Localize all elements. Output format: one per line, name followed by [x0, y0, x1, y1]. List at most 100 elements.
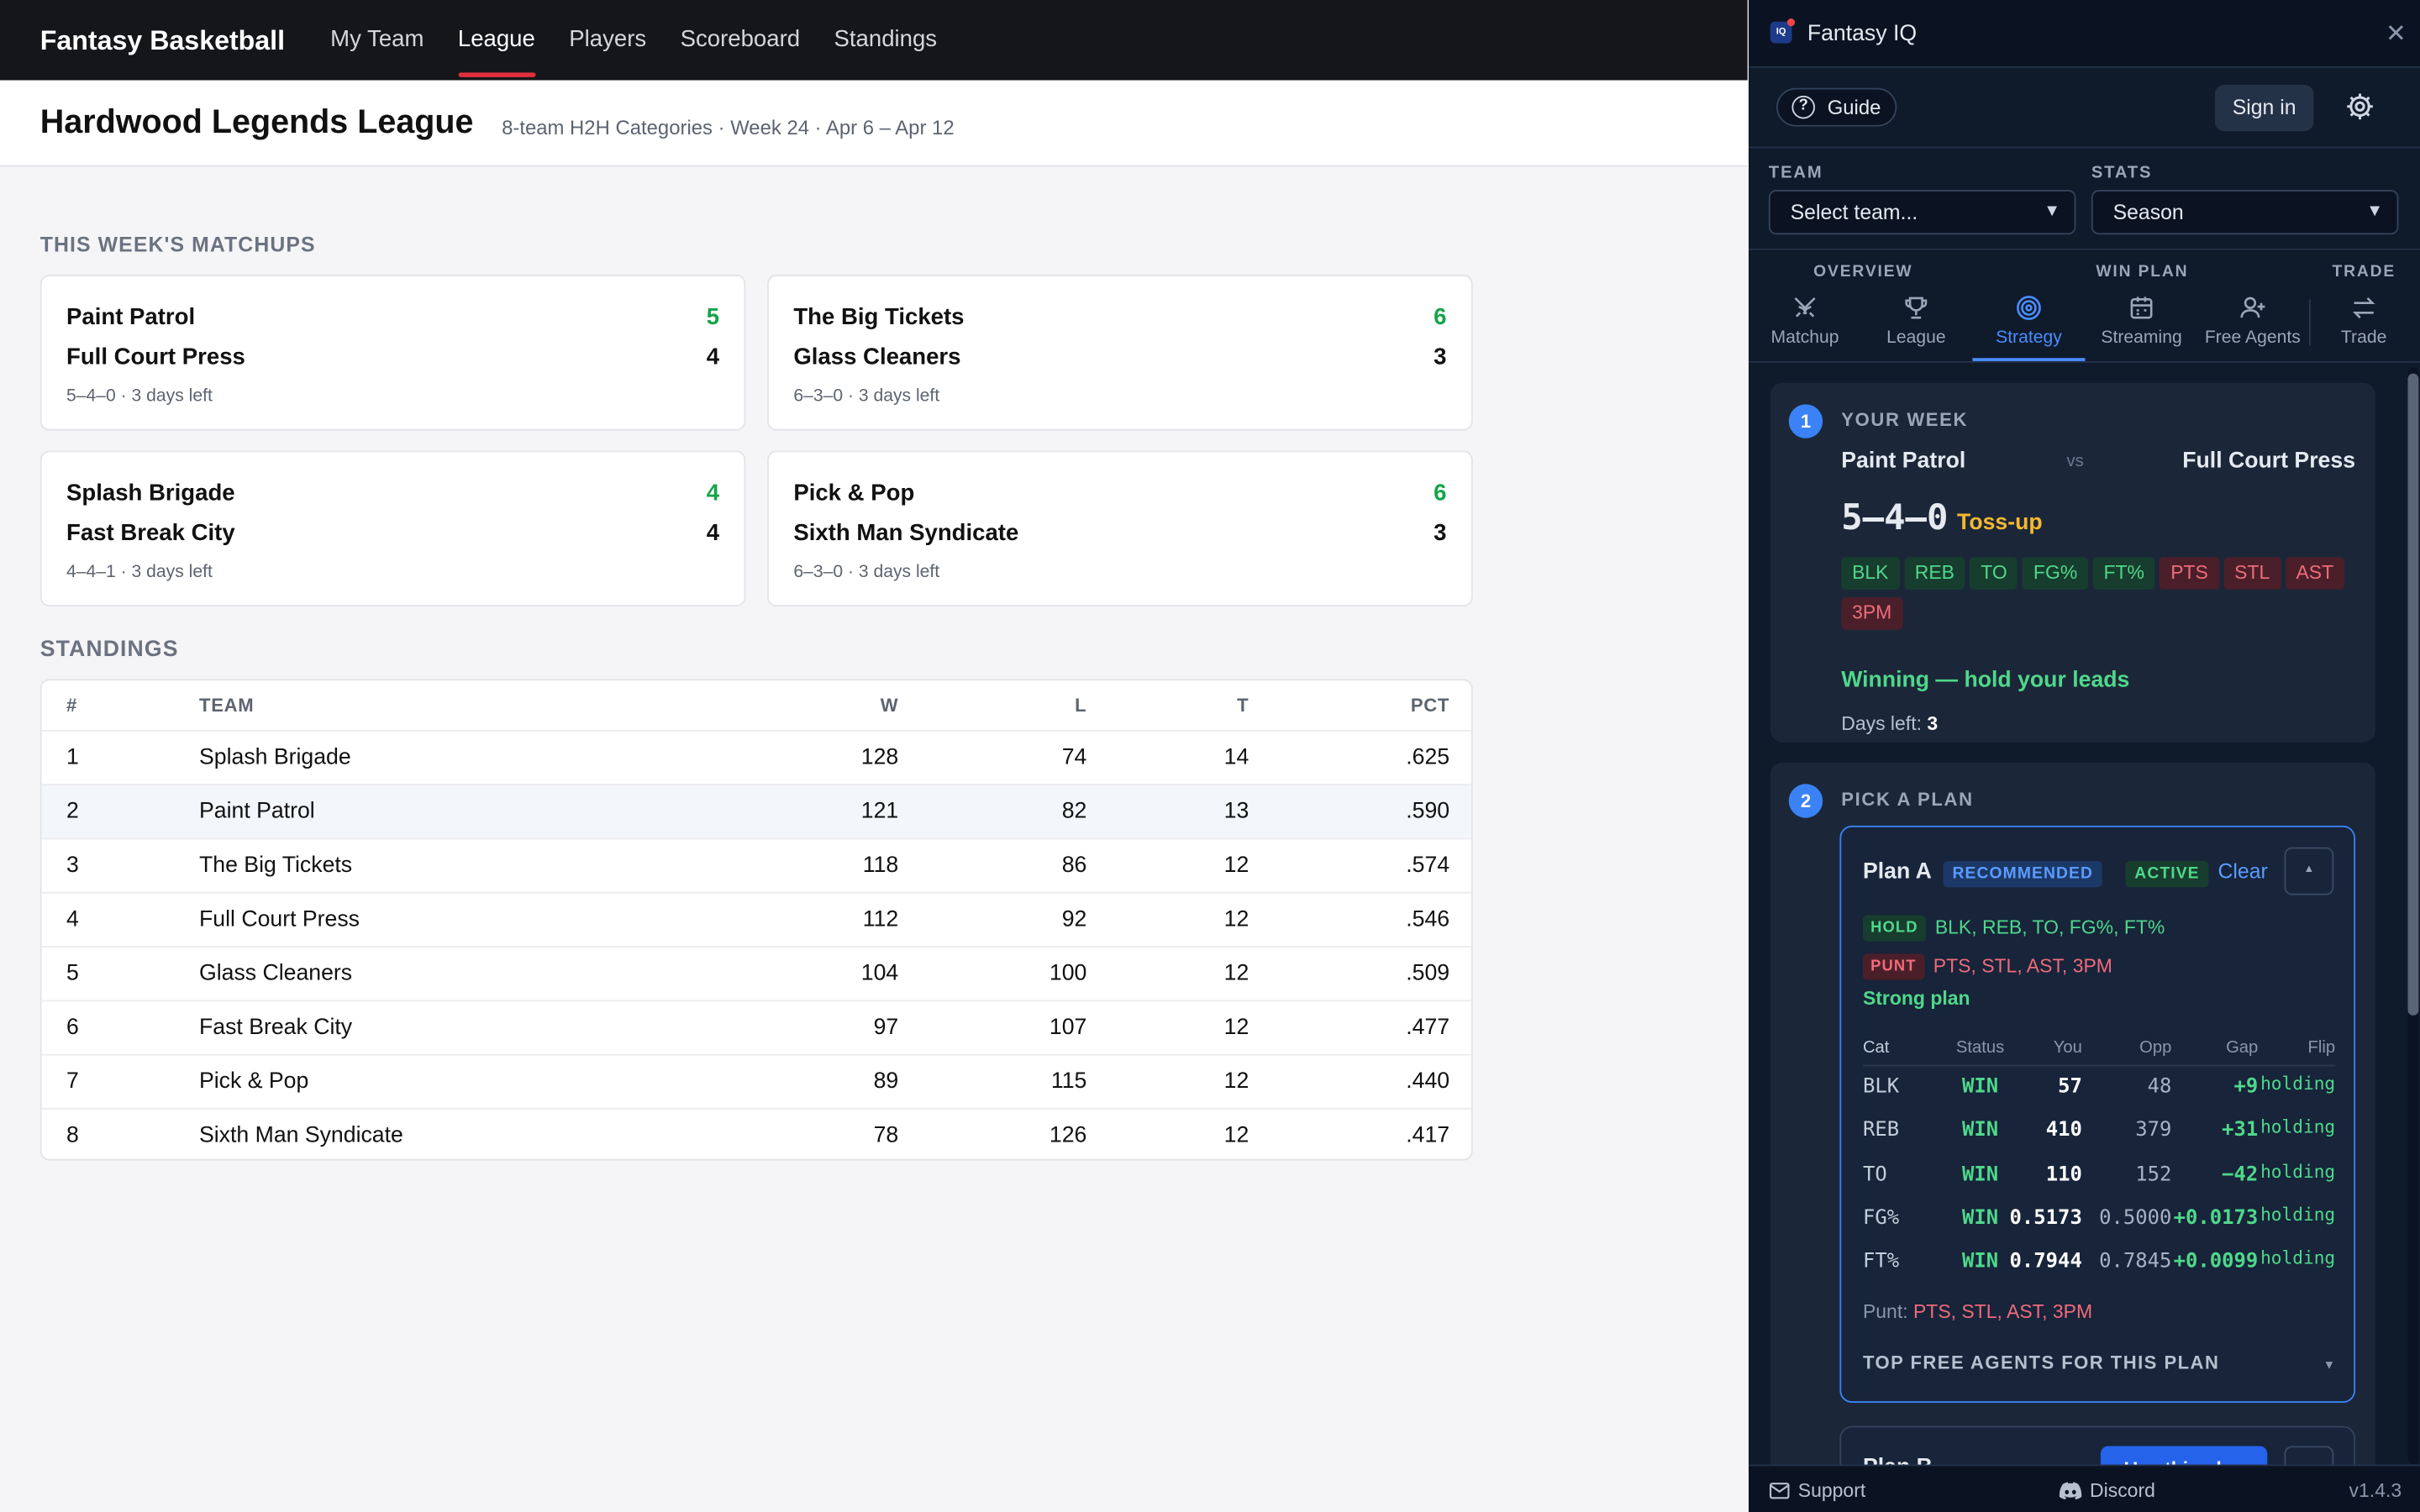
nav-players[interactable]: Players — [569, 26, 647, 53]
tab-matchup[interactable]: Matchup — [1749, 284, 1861, 361]
table-row[interactable]: 6 Fast Break City 97 107 12 .477 — [41, 1000, 1471, 1054]
nav-my-team[interactable]: My Team — [330, 26, 424, 53]
plan-strength: Strong plan — [1862, 987, 1970, 1010]
team-cell[interactable]: Splash Brigade — [198, 745, 351, 770]
matchup-score-b: 3 — [1434, 344, 1447, 370]
pct-cell: .417 — [1406, 1123, 1450, 1148]
guide-label: Guide — [1827, 95, 1881, 119]
outlook-label: Toss-up — [1957, 511, 2043, 536]
rank-cell: 6 — [66, 1015, 79, 1041]
matchup-team-a: The Big Tickets — [793, 303, 965, 331]
gear-icon[interactable] — [2344, 91, 2375, 122]
table-row[interactable]: 4 Full Court Press 112 92 12 .546 — [41, 891, 1471, 946]
guide-button[interactable]: ? Guide — [1776, 87, 1897, 127]
opponent-team-name: Full Court Press — [2182, 449, 2356, 475]
col-l-header[interactable]: L — [1075, 694, 1087, 717]
discord-link[interactable]: Discord — [2059, 1480, 2155, 1502]
nav-league[interactable]: League — [457, 0, 535, 81]
table-row[interactable]: 2 Paint Patrol 121 82 13 .590 — [41, 784, 1471, 838]
col-team-header[interactable]: TEAM — [198, 694, 255, 717]
version-label: v1.4.3 — [2349, 1479, 2402, 1502]
ties-cell: 14 — [1223, 745, 1249, 770]
category-chip: FT% — [2092, 557, 2155, 590]
tab-strategy[interactable]: Strategy — [1972, 284, 2086, 361]
support-link[interactable]: Support — [1769, 1480, 1865, 1502]
matchup-card[interactable]: The Big Tickets 6 Glass Cleaners 3 6–3–0… — [767, 275, 1473, 431]
flip-cell: holding — [2260, 1116, 2336, 1138]
plan-b-card[interactable]: Plan B Use this plan — [1839, 1425, 2356, 1465]
pct-cell: .477 — [1406, 1015, 1450, 1041]
rank-cell: 7 — [66, 1069, 79, 1095]
plan-table-row: FG% WIN 0.5173 0.5000 +0.0173 holding — [1863, 1197, 2335, 1241]
table-row[interactable]: 1 Splash Brigade 128 74 14 .625 — [41, 729, 1471, 784]
hold-line: HOLD BLK, REB, TO, FG%, FT% — [1862, 915, 2165, 942]
plan-table-header: Cat Status You Opp Gap Flip — [1862, 1036, 2336, 1067]
ties-cell: 13 — [1223, 799, 1249, 825]
tab-trade[interactable]: Trade — [2307, 284, 2420, 361]
col-w-header[interactable]: W — [880, 694, 899, 717]
close-icon[interactable]: ✕ — [2386, 21, 2407, 48]
punt-line: PUNT PTS, STL, AST, 3PM — [1862, 953, 2112, 980]
swap-icon — [2352, 297, 2375, 319]
opp-cell: 152 — [2135, 1163, 2172, 1187]
tab-league[interactable]: League — [1860, 284, 1972, 361]
wins-cell: 112 — [862, 907, 899, 932]
status-cell: WIN — [1961, 1250, 1999, 1274]
matchup-card[interactable]: Pick & Pop 6 Sixth Man Syndicate 3 6–3–0… — [767, 450, 1473, 607]
stats-select[interactable]: Season ▼ — [2091, 189, 2399, 235]
matchup-card[interactable]: Paint Patrol 5 Full Court Press 4 5–4–0 … — [39, 275, 746, 431]
tab-divider — [2308, 299, 2311, 346]
tab-streaming[interactable]: Streaming — [2086, 284, 2198, 361]
cat-cell: FT% — [1862, 1250, 1900, 1274]
team-cell[interactable]: The Big Tickets — [198, 853, 353, 879]
table-row[interactable]: 3 The Big Tickets 118 86 12 .574 — [41, 837, 1471, 892]
col-gap: Gap — [2226, 1038, 2259, 1058]
table-row[interactable]: 5 Glass Cleaners 104 100 12 .509 — [41, 946, 1471, 1000]
scrollbar-thumb[interactable] — [2407, 373, 2419, 1016]
collapse-button[interactable]: ▲ — [2284, 847, 2334, 895]
nav-standings[interactable]: Standings — [834, 26, 938, 53]
pick-plan-card: 2 PICK A PLAN Plan A RECOMMENDED ACTIVE … — [1770, 762, 2375, 1465]
wins-cell: 89 — [873, 1069, 899, 1095]
team-cell[interactable]: Pick & Pop — [198, 1069, 309, 1095]
tab-free-agents[interactable]: Free Agents — [2196, 284, 2309, 361]
matchup-score-a: 5 — [706, 303, 720, 331]
sign-in-button[interactable]: Sign in — [2214, 85, 2314, 132]
league-header: Hardwood Legends League 8-team H2H Categ… — [0, 80, 1748, 167]
chevron-down-icon: ▼ — [2044, 202, 2061, 221]
opp-cell: 48 — [2147, 1075, 2172, 1100]
target-icon — [2017, 296, 2041, 320]
plan-a-card[interactable]: Plan A RECOMMENDED ACTIVE Clear ▲ HOLD BL… — [1839, 825, 2356, 1404]
pick-plan-label: PICK A PLAN — [1841, 788, 1974, 811]
col-pct-header[interactable]: PCT — [1410, 694, 1450, 717]
col-rank-header[interactable]: # — [66, 694, 78, 717]
team-select[interactable]: Select team... ▼ — [1768, 189, 2076, 235]
team-cell[interactable]: Sixth Man Syndicate — [198, 1123, 403, 1148]
team-cell[interactable]: Glass Cleaners — [198, 961, 353, 986]
top-free-agents-toggle[interactable]: TOP FREE AGENTS FOR THIS PLAN — [1862, 1352, 2220, 1374]
opp-cell: 379 — [2135, 1119, 2172, 1143]
team-cell[interactable]: Paint Patrol — [198, 799, 315, 825]
nav-scoreboard[interactable]: Scoreboard — [680, 26, 801, 53]
brand-logo[interactable]: Fantasy Basketball — [39, 24, 286, 56]
team-cell[interactable]: Full Court Press — [198, 907, 360, 932]
matchup-card[interactable]: Splash Brigade 4 Fast Break City 4 4–4–1… — [39, 450, 746, 607]
expand-button[interactable] — [2284, 1446, 2334, 1465]
chevron-down-icon[interactable]: ▼ — [2323, 1357, 2336, 1373]
gap-cell: +0.0099 — [2173, 1250, 2259, 1274]
clear-plan-link[interactable]: Clear — [2217, 859, 2268, 883]
team-cell[interactable]: Fast Break City — [198, 1015, 353, 1041]
table-row[interactable]: 7 Pick & Pop 89 115 12 .440 — [41, 1053, 1471, 1108]
gap-cell: +0.0173 — [2173, 1206, 2259, 1231]
ties-cell: 12 — [1223, 853, 1249, 879]
table-row[interactable]: 8 Sixth Man Syndicate 78 126 12 .417 — [41, 1108, 1471, 1159]
hold-categories: BLK, REB, TO, FG%, FT% — [1934, 916, 2165, 939]
opp-cell: 0.5000 — [2099, 1206, 2172, 1231]
opp-cell: 0.7845 — [2099, 1250, 2172, 1274]
tab-label: Streaming — [2101, 328, 2182, 348]
use-plan-button[interactable]: Use this plan — [2100, 1446, 2268, 1465]
panel-tabs: OVERVIEW WIN PLAN TRADE Matchup League S… — [1749, 250, 2420, 363]
col-t-header[interactable]: T — [1237, 694, 1249, 717]
tab-label: Free Agents — [2204, 328, 2301, 348]
wins-cell: 128 — [860, 745, 899, 770]
